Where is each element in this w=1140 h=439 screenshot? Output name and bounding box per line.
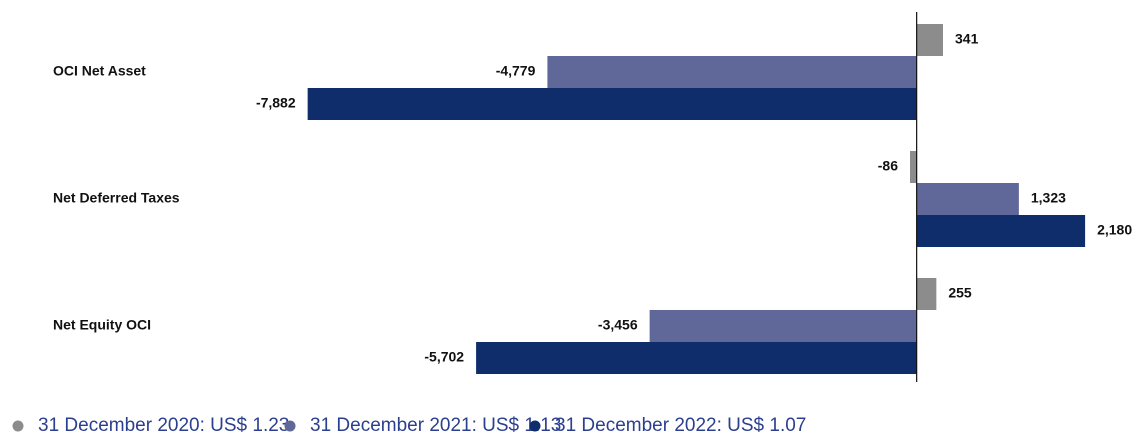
bar: [307, 88, 917, 120]
legend-label: 31 December 2021: US$ 1.13: [310, 415, 561, 434]
bar: [910, 151, 917, 183]
bar: [916, 24, 944, 56]
bar: [916, 183, 1019, 215]
value-label: 341: [955, 31, 979, 47]
value-label: -86: [878, 158, 898, 174]
legend-marker: [284, 420, 296, 432]
category-label: OCI Net Asset: [53, 63, 146, 79]
legend-marker: [529, 420, 541, 432]
value-label: -3,456: [598, 317, 638, 333]
value-label: -7,882: [256, 95, 296, 111]
legend-label: 31 December 2022: US$ 1.07: [555, 415, 806, 434]
bar: [649, 310, 917, 342]
category-label: Net Equity OCI: [53, 317, 151, 333]
category-label: Net Deferred Taxes: [53, 190, 180, 206]
bar: [476, 342, 917, 374]
bar: [916, 215, 1086, 247]
bar: [916, 278, 937, 310]
value-label: 255: [948, 285, 972, 301]
value-label: -5,702: [424, 349, 464, 365]
value-label: 2,180: [1097, 222, 1132, 238]
value-label: 1,323: [1031, 190, 1066, 206]
value-label: -4,779: [496, 63, 536, 79]
legend-label: 31 December 2020: US$ 1.23: [38, 415, 289, 434]
bar: [547, 56, 917, 88]
legend-marker: [12, 420, 24, 432]
